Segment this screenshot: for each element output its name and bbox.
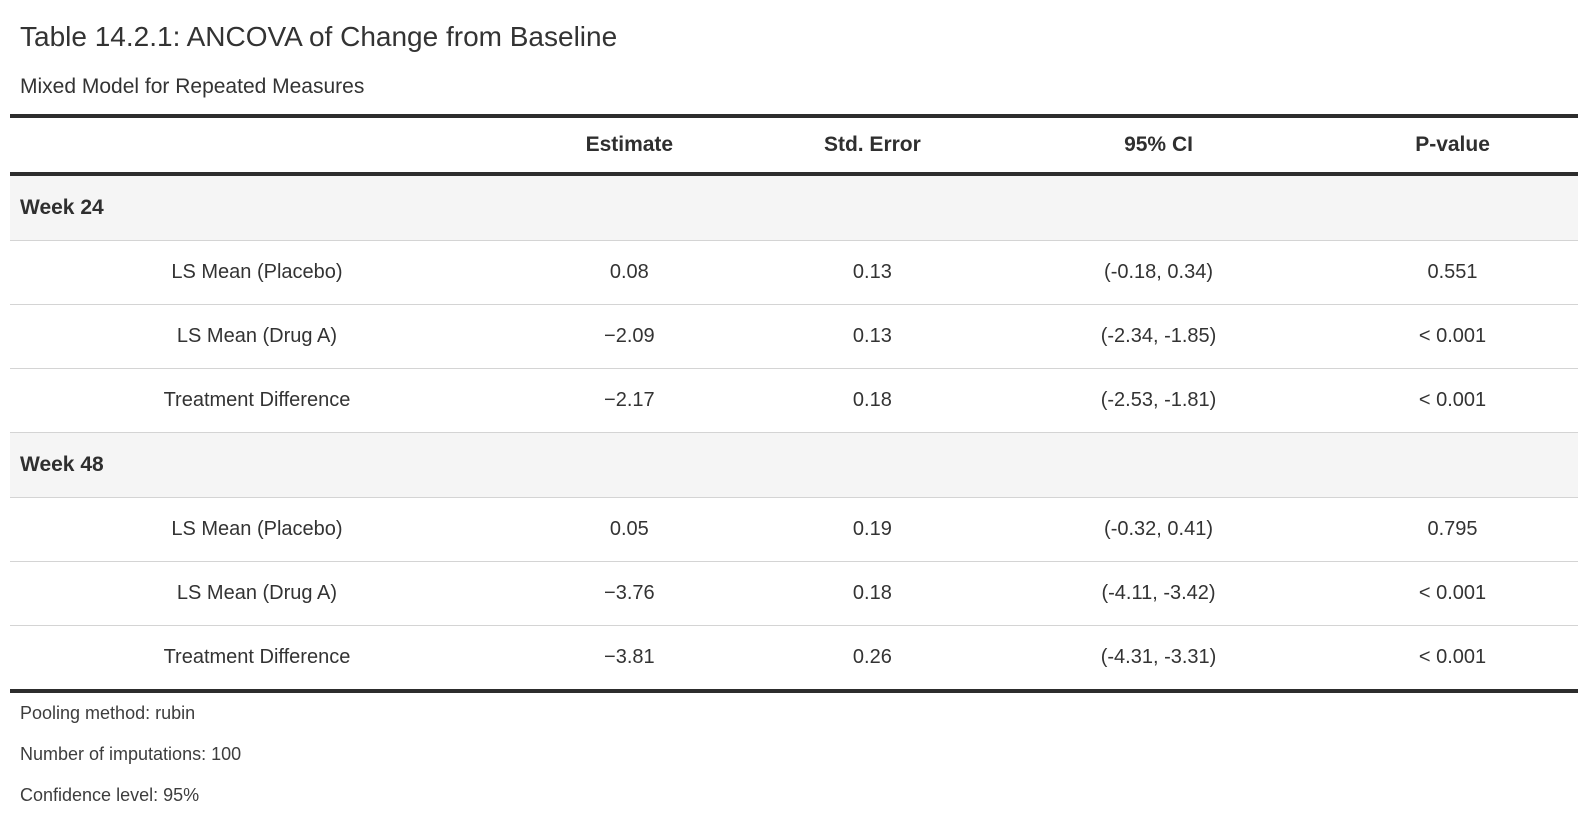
estimate-cell: −3.81 xyxy=(503,625,755,692)
ci-cell: (-4.11, -3.42) xyxy=(989,561,1328,627)
page-title: Table 14.2.1: ANCOVA of Change from Base… xyxy=(20,21,618,52)
estimate-cell: −3.76 xyxy=(503,561,755,627)
table-row: Treatment Difference −2.17 0.18 (-2.53, … xyxy=(10,368,1578,434)
row-label: LS Mean (Placebo) xyxy=(10,240,504,306)
estimate-cell: −2.17 xyxy=(503,368,755,434)
column-header-stub xyxy=(10,115,504,176)
std-error-cell: 0.26 xyxy=(754,625,990,692)
group-label: Week 24 xyxy=(10,173,1578,242)
std-error-cell: 0.19 xyxy=(754,497,990,563)
row-label: Treatment Difference xyxy=(10,368,504,434)
footnote-pooling-method: Pooling method: rubin xyxy=(20,703,196,724)
estimate-cell: 0.05 xyxy=(503,497,755,563)
footnotes: Pooling method: rubin Number of imputati… xyxy=(10,693,1578,805)
estimate-cell: 0.08 xyxy=(503,240,755,306)
p-value-cell: < 0.001 xyxy=(1327,368,1578,434)
group-row-week-24: Week 24 xyxy=(10,173,1578,242)
ancova-results-table: Estimate Std. Error 95% CI P-value Week … xyxy=(10,113,1578,694)
row-label: Treatment Difference xyxy=(10,625,504,692)
column-header-estimate: Estimate xyxy=(503,115,755,176)
std-error-cell: 0.18 xyxy=(754,368,990,434)
row-label: LS Mean (Drug A) xyxy=(10,304,504,370)
column-header-p-value: P-value xyxy=(1327,115,1578,176)
row-label: LS Mean (Drug A) xyxy=(10,561,504,627)
column-header-ci: 95% CI xyxy=(989,115,1328,176)
ci-cell: (-0.18, 0.34) xyxy=(989,240,1328,306)
ci-cell: (-4.31, -3.31) xyxy=(989,625,1328,692)
column-header-row: Estimate Std. Error 95% CI P-value xyxy=(10,115,1578,176)
p-value-cell: < 0.001 xyxy=(1327,304,1578,370)
footnote-imputations: Number of imputations: 100 xyxy=(20,743,242,764)
group-label: Week 48 xyxy=(10,432,1578,499)
std-error-cell: 0.18 xyxy=(754,561,990,627)
std-error-cell: 0.13 xyxy=(754,304,990,370)
std-error-cell: 0.13 xyxy=(754,240,990,306)
p-value-cell: 0.795 xyxy=(1327,497,1578,563)
estimate-cell: −2.09 xyxy=(503,304,755,370)
table-row: LS Mean (Drug A) −3.76 0.18 (-4.11, -3.4… xyxy=(10,561,1578,627)
footnote-confidence-level: Confidence level: 95% xyxy=(20,784,200,805)
column-header-std-error: Std. Error xyxy=(754,115,990,176)
table-row: LS Mean (Placebo) 0.05 0.19 (-0.32, 0.41… xyxy=(10,497,1578,563)
p-value-cell: < 0.001 xyxy=(1327,625,1578,692)
ci-cell: (-0.32, 0.41) xyxy=(989,497,1328,563)
table-row: LS Mean (Drug A) −2.09 0.13 (-2.34, -1.8… xyxy=(10,304,1578,370)
table-row: LS Mean (Placebo) 0.08 0.13 (-0.18, 0.34… xyxy=(10,240,1578,306)
ci-cell: (-2.53, -1.81) xyxy=(989,368,1328,434)
p-value-cell: < 0.001 xyxy=(1327,561,1578,627)
table-row: Treatment Difference −3.81 0.26 (-4.31, … xyxy=(10,625,1578,692)
row-label: LS Mean (Placebo) xyxy=(10,497,504,563)
page-subtitle: Mixed Model for Repeated Measures xyxy=(20,74,365,98)
p-value-cell: 0.551 xyxy=(1327,240,1578,306)
group-row-week-48: Week 48 xyxy=(10,432,1578,499)
ci-cell: (-2.34, -1.85) xyxy=(989,304,1328,370)
